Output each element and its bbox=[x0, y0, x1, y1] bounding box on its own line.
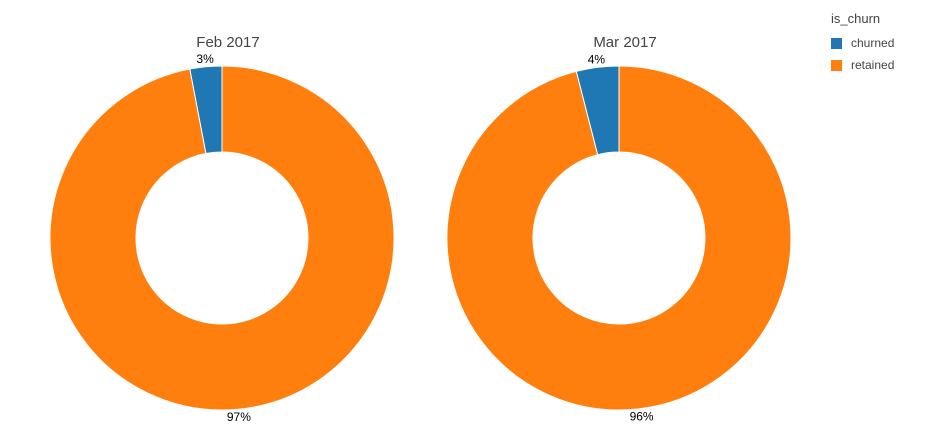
pie-title-mar-2017: Mar 2017 bbox=[593, 34, 657, 51]
legend-label-churned: churned bbox=[851, 36, 895, 50]
slice-label-retained: 96% bbox=[630, 410, 654, 424]
pie-slice-retained[interactable] bbox=[446, 65, 792, 411]
legend: is_churn churned retained bbox=[831, 11, 894, 80]
legend-label-retained: retained bbox=[851, 58, 895, 72]
legend-item-retained[interactable]: retained bbox=[831, 58, 894, 72]
slice-label-retained: 97% bbox=[227, 410, 251, 424]
pie-title-feb-2017: Feb 2017 bbox=[196, 34, 260, 51]
legend-swatch-retained-icon bbox=[831, 59, 842, 71]
pie-feb-2017: 3% 97% bbox=[49, 52, 395, 424]
slice-label-churned: 3% bbox=[196, 52, 214, 66]
slice-label-churned: 4% bbox=[588, 52, 606, 66]
pie-mar-2017: 4% 96% bbox=[446, 52, 792, 424]
pie-slice-retained[interactable] bbox=[49, 65, 395, 411]
legend-title: is_churn bbox=[831, 11, 881, 26]
legend-item-churned[interactable]: churned bbox=[831, 36, 894, 50]
legend-swatch-churned-icon bbox=[831, 37, 842, 49]
